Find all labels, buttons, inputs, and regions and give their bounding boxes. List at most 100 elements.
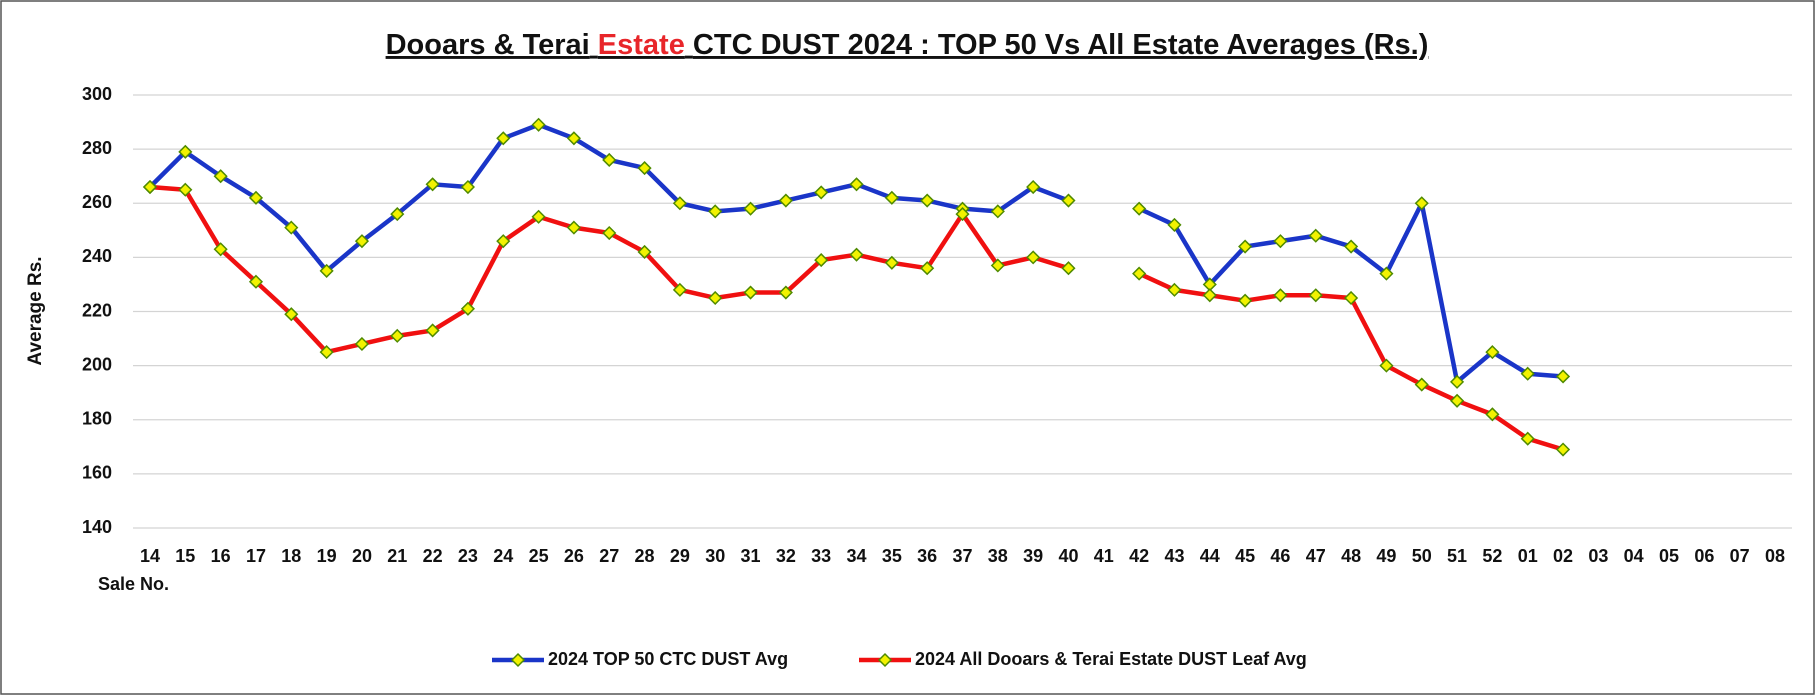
data-point: [1414, 196, 1429, 211]
x-tick-label: 43: [1164, 546, 1184, 566]
data-point: [284, 220, 299, 235]
x-tick-label: 38: [988, 546, 1008, 566]
data-point: [531, 209, 546, 224]
x-tick-label: 19: [317, 546, 337, 566]
x-tick-label: 44: [1200, 546, 1220, 566]
data-point: [743, 285, 758, 300]
data-point: [1167, 217, 1182, 232]
data-point: [531, 117, 546, 132]
x-tick-label: 37: [952, 546, 972, 566]
legend-label: 2024 All Dooars & Terai Estate DUST Leaf…: [915, 649, 1307, 669]
x-tick-label: 41: [1094, 546, 1114, 566]
data-point: [884, 190, 899, 205]
x-tick-label: 29: [670, 546, 690, 566]
legend-marker: [510, 652, 526, 668]
data-point: [425, 323, 440, 338]
data-point: [778, 193, 793, 208]
x-tick-label: 35: [882, 546, 902, 566]
data-point: [1485, 345, 1500, 360]
data-point: [178, 144, 193, 159]
x-tick-label: 32: [776, 546, 796, 566]
data-point: [814, 253, 829, 268]
data-point: [213, 242, 228, 257]
y-tick-label: 300: [82, 84, 112, 104]
data-point: [213, 169, 228, 184]
x-tick-label: 36: [917, 546, 937, 566]
x-tick-label: 31: [741, 546, 761, 566]
data-point: [248, 190, 264, 205]
title-part: CTC DUST 2024 : TOP 50 Vs All Estate Ave…: [693, 29, 1428, 61]
data-point: [1238, 239, 1253, 254]
y-tick-label: 160: [82, 463, 112, 483]
x-tick-label: 15: [175, 546, 195, 566]
data-point: [849, 177, 864, 192]
data-point: [284, 307, 299, 322]
x-tick-label: 24: [493, 546, 513, 566]
data-point: [1520, 431, 1535, 446]
data-point: [1485, 407, 1500, 422]
x-tick-label: 27: [599, 546, 619, 566]
y-tick-label: 240: [82, 246, 112, 266]
data-point: [602, 152, 617, 168]
data-point: [708, 290, 723, 306]
chart-title: Dooars & Terai Estate CTC DUST 2024 : TO…: [386, 29, 1429, 61]
y-tick-label: 180: [82, 409, 112, 429]
x-tick-label: 50: [1412, 546, 1432, 566]
data-point: [884, 255, 899, 270]
data-point: [1061, 261, 1076, 276]
x-tick-label: 42: [1129, 546, 1149, 566]
data-point: [1344, 239, 1359, 254]
data-point: [496, 234, 511, 249]
y-tick-label: 220: [82, 300, 112, 320]
data-point: [990, 204, 1005, 219]
x-tick-label: 28: [635, 546, 655, 566]
data-point: [990, 258, 1005, 273]
data-point: [248, 274, 264, 289]
x-tick-label: 08: [1765, 546, 1785, 566]
data-point: [849, 247, 864, 262]
data-point: [1379, 266, 1394, 281]
data-point: [637, 161, 652, 176]
x-tick-label: 48: [1341, 546, 1361, 566]
data-point: [743, 201, 758, 216]
data-point: [778, 285, 793, 300]
x-tick-label: 01: [1518, 546, 1538, 566]
data-point: [1308, 228, 1323, 243]
title-highlight: Estate: [598, 29, 685, 61]
data-point: [1238, 293, 1253, 308]
data-point: [814, 185, 829, 200]
data-point: [955, 207, 970, 222]
data-point: [1344, 290, 1359, 306]
data-point: [354, 336, 370, 352]
x-tick-label: 46: [1270, 546, 1290, 566]
data-point: [1061, 193, 1076, 208]
y-tick-label: 260: [82, 192, 112, 212]
y-tick-label: 280: [82, 138, 112, 158]
data-point: [1132, 266, 1147, 281]
x-tick-label: 39: [1023, 546, 1043, 566]
x-tick-label: 30: [705, 546, 725, 566]
data-point: [1026, 250, 1041, 265]
data-point: [319, 263, 334, 278]
x-tick-label: 40: [1058, 546, 1078, 566]
data-point: [1273, 288, 1288, 303]
x-tick-label: 14: [140, 546, 160, 566]
data-point: [1132, 201, 1147, 216]
x-tick-label: 02: [1553, 546, 1573, 566]
x-tick-label: 05: [1659, 546, 1679, 566]
data-point: [566, 220, 581, 235]
data-point: [354, 234, 370, 249]
data-point: [425, 177, 440, 192]
x-tick-label: 07: [1730, 546, 1750, 566]
y-tick-label: 140: [82, 517, 112, 537]
data-point: [1414, 377, 1429, 392]
x-tick-label: 18: [281, 546, 301, 566]
x-tick-label: 26: [564, 546, 584, 566]
data-point: [920, 261, 935, 276]
x-tick-label: 16: [211, 546, 231, 566]
data-point: [1555, 369, 1571, 384]
data-point: [460, 301, 475, 316]
x-tick-label: 22: [423, 546, 443, 566]
